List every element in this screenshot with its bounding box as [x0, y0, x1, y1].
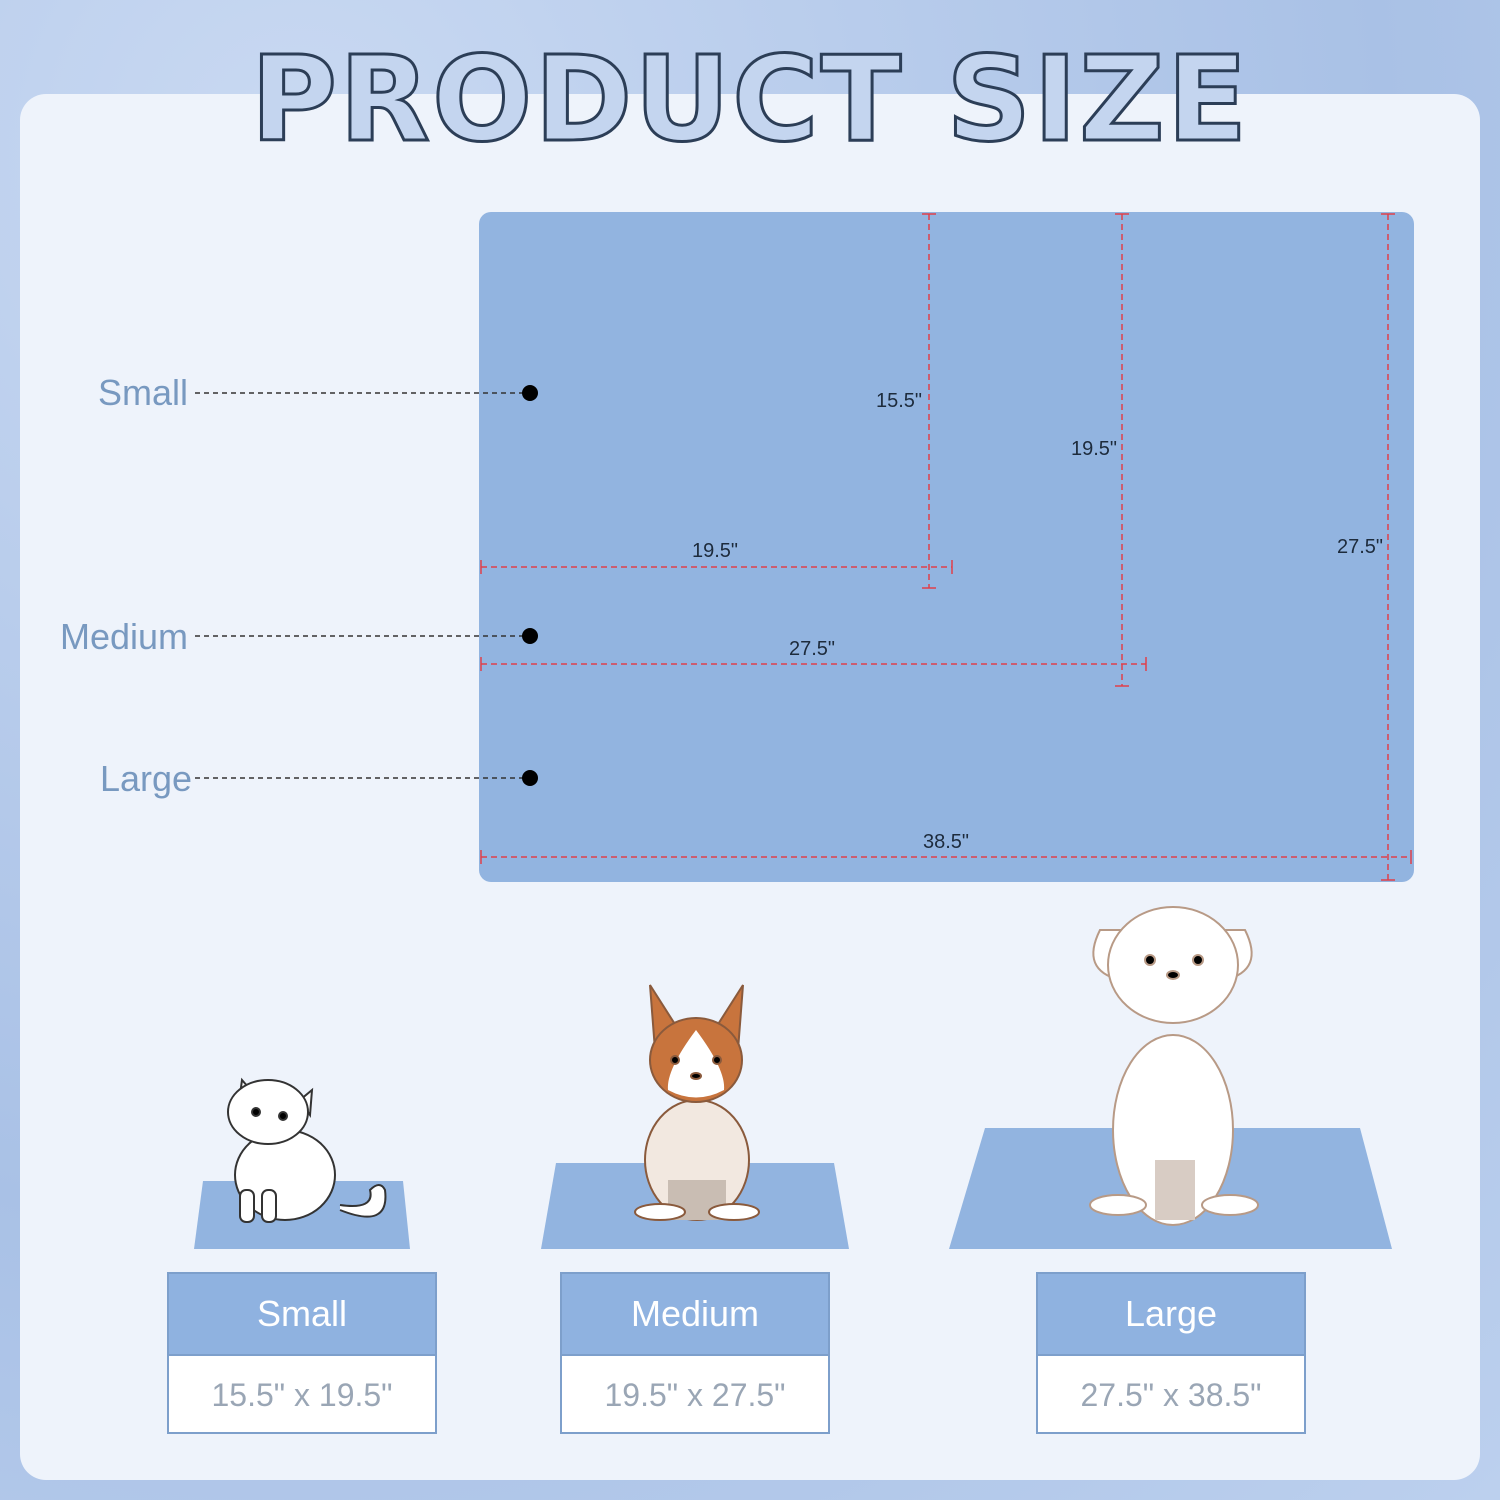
size-card-value: 15.5" x 19.5": [211, 1377, 393, 1413]
diagram-label-large: Large: [100, 758, 193, 799]
medium-width-label: 27.5": [789, 638, 836, 660]
medium-height-label: 19.5": [1071, 438, 1118, 460]
large-marker: [522, 770, 538, 786]
size-card-title: Small: [169, 1274, 435, 1356]
corgi-icon: [634, 984, 760, 1221]
diagram-label-small: Small: [98, 372, 189, 413]
size-card-value: 19.5" x 27.5": [604, 1377, 786, 1413]
size-card-value: 27.5" x 38.5": [1080, 1377, 1262, 1413]
small-height-label: 15.5": [876, 390, 923, 412]
medium-marker: [522, 628, 538, 644]
size-card-title: Medium: [562, 1274, 828, 1356]
large-width-label: 38.5": [923, 831, 970, 853]
large-height-label: 27.5": [1337, 536, 1384, 558]
size-card-large: Large 27.5" x 38.5": [1036, 1272, 1306, 1434]
cat-icon: [227, 1077, 387, 1223]
size-card-title: Large: [1038, 1274, 1304, 1356]
small-width-label: 19.5": [692, 540, 739, 562]
white-dog-icon: [1089, 906, 1259, 1226]
size-card-small: Small 15.5" x 19.5": [167, 1272, 437, 1434]
small-marker: [522, 385, 538, 401]
mat-diagram: [479, 212, 1414, 882]
size-card-medium: Medium 19.5" x 27.5": [560, 1272, 830, 1434]
diagram-label-medium: Medium: [60, 616, 189, 657]
page-title: PRODUCT SIZE: [249, 29, 1250, 170]
